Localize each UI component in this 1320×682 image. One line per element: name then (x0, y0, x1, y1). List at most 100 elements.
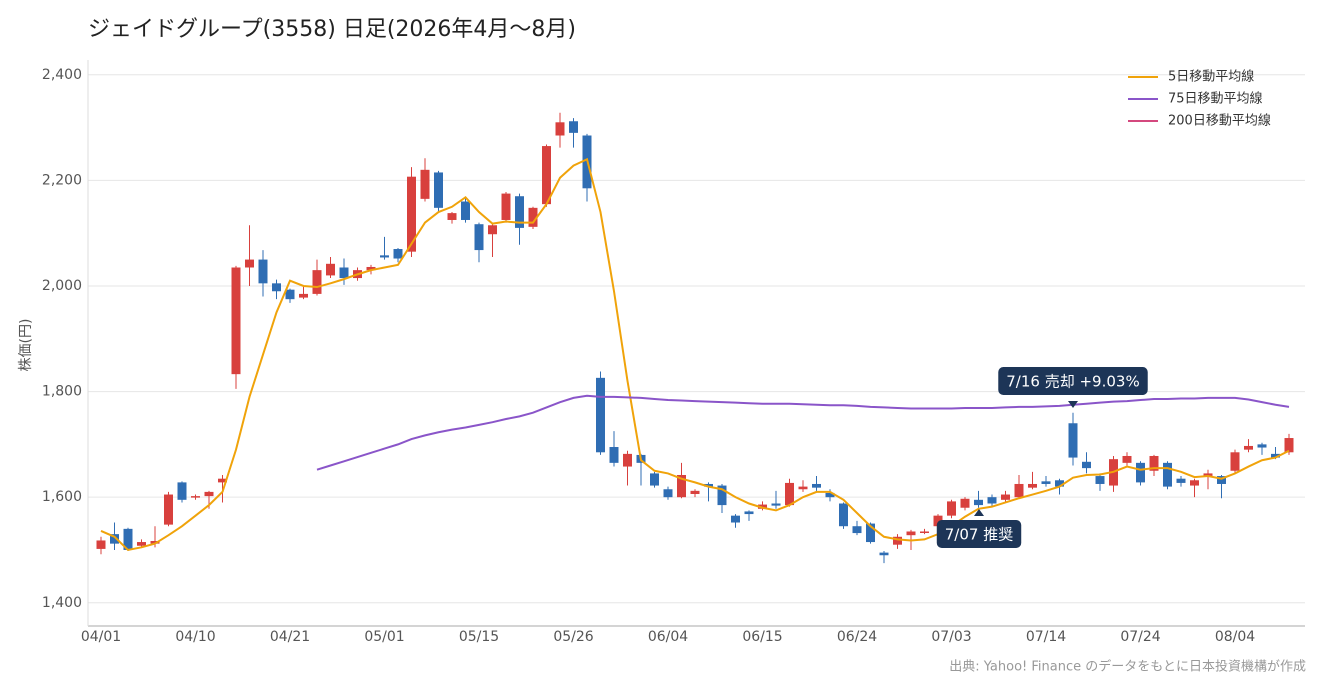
candle-body (704, 483, 713, 487)
candle-body (299, 293, 308, 298)
y-tick-label: 1,400 (42, 595, 82, 611)
candle-body (1136, 462, 1145, 483)
candle-body (974, 499, 983, 506)
candle-body (272, 283, 281, 292)
candle-body (771, 503, 781, 506)
annotation-text: 7/07 推奨 (945, 526, 1013, 544)
candle-body (1028, 483, 1037, 488)
candle-body (528, 207, 538, 227)
candle-body (366, 266, 376, 271)
annotation-box (998, 367, 1148, 395)
candle-body (258, 259, 268, 284)
candle-body (285, 289, 295, 300)
candle-body (231, 267, 241, 375)
chart-title: ジェイドグループ(3558) 日足(2026年4月〜8月) (88, 17, 576, 42)
candle-body (542, 146, 551, 205)
annotation: 7/16 売却 +9.03% (998, 367, 1148, 408)
x-tick-label: 04/10 (175, 629, 215, 645)
candle-body (461, 201, 470, 220)
x-tick-label: 07/03 (931, 629, 971, 645)
x-tick-label: 08/04 (1215, 629, 1255, 645)
candle-body (191, 496, 200, 498)
candle-body (218, 478, 227, 483)
x-tick-label: 04/01 (81, 629, 121, 645)
candle-body (515, 196, 524, 228)
x-tick-label: 06/04 (648, 629, 688, 645)
x-tick-label: 07/14 (1026, 629, 1066, 645)
legend-label: 200日移動平均線 (1168, 113, 1271, 129)
candle-body (960, 498, 970, 508)
candle-body (326, 263, 335, 276)
candle-body (96, 540, 106, 549)
candle-body (1014, 483, 1024, 498)
candle-body (150, 540, 160, 544)
ma-line (316, 394, 1290, 471)
candle-body (1001, 494, 1010, 500)
candle-body (1271, 453, 1280, 458)
candle-body (879, 552, 889, 556)
y-tick-label: 2,000 (42, 278, 82, 294)
candle-body (380, 255, 389, 258)
candle-body (1217, 476, 1226, 484)
candle-body (393, 249, 403, 259)
candle-body (947, 501, 956, 516)
candle-body (933, 515, 943, 527)
legend-label: 75日移動平均線 (1168, 91, 1263, 107)
candle-body (758, 504, 767, 509)
legend-label: 5日移動平均線 (1168, 69, 1254, 85)
candle-body (474, 224, 484, 251)
annotation-arrow (1068, 401, 1078, 408)
candle-body (852, 526, 862, 534)
candle-body (825, 492, 835, 498)
candle-body (1244, 445, 1253, 450)
candle-body (1284, 438, 1294, 453)
annotation-arrow (974, 509, 984, 516)
candle-body (501, 193, 511, 220)
x-tick-label: 07/24 (1120, 629, 1160, 645)
annotation-box (936, 520, 1022, 548)
candle-body (677, 474, 686, 498)
y-tick-label: 2,200 (42, 172, 82, 188)
candle-body (339, 267, 349, 279)
candle-body (488, 225, 497, 235)
y-tick-label: 1,800 (42, 384, 82, 400)
candle-body (245, 259, 254, 268)
candle-body (164, 494, 173, 525)
x-tick-label: 04/21 (270, 629, 310, 645)
annotation: 7/07 推奨 (936, 509, 1022, 548)
x-tick-label: 05/26 (553, 629, 593, 645)
candle-body (731, 515, 740, 523)
candle-body (1257, 444, 1267, 448)
candle-body (690, 490, 700, 495)
candle-body (1176, 478, 1186, 483)
candle-body (1149, 455, 1159, 471)
candle-body (1190, 480, 1199, 486)
candle-body (407, 176, 416, 252)
y-axis-label: 株価(円) (18, 319, 34, 372)
candle-body (650, 473, 659, 486)
candle-body (1068, 423, 1078, 458)
x-tick-label: 06/24 (837, 629, 877, 645)
ma-line (100, 157, 1290, 552)
candle-body (434, 172, 443, 208)
candle-body (785, 482, 794, 506)
candle-body (1095, 476, 1105, 484)
candle-body (623, 453, 632, 467)
candle-body (906, 531, 916, 536)
candle-body (920, 531, 929, 533)
y-tick-label: 2,400 (42, 67, 82, 83)
candle-body (987, 497, 997, 504)
candle-body (663, 489, 673, 498)
candle-body (110, 534, 119, 544)
candle-body (420, 169, 430, 199)
candle-body (1122, 455, 1132, 463)
candle-body (1163, 462, 1172, 487)
candle-body (123, 528, 133, 550)
candle-body (312, 270, 322, 294)
candle-body (1203, 473, 1213, 477)
candle-body (1082, 461, 1091, 469)
candle-body (555, 122, 565, 136)
annotation-text: 7/16 売却 +9.03% (1006, 373, 1139, 391)
x-tick-label: 05/15 (459, 629, 499, 645)
